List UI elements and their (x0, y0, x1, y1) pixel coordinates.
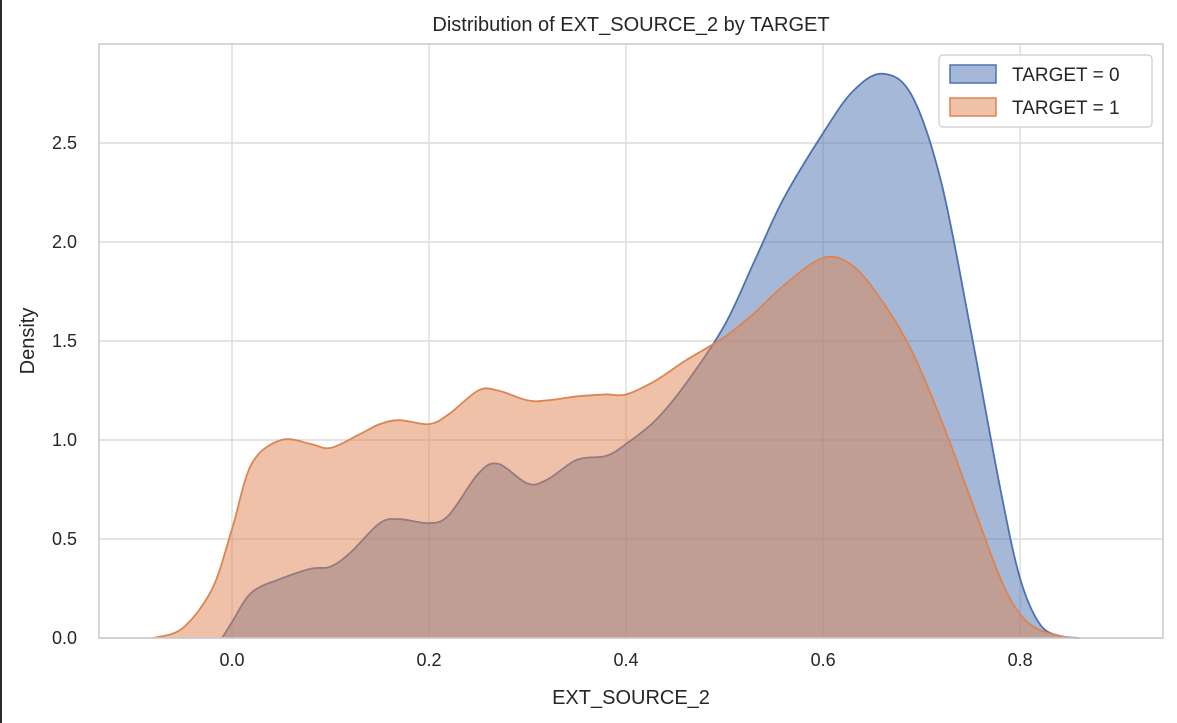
legend-swatch (949, 97, 997, 117)
y-tick-label: 0.0 (52, 628, 77, 648)
window-edge (0, 0, 2, 723)
x-tick-label: 0.2 (417, 650, 442, 670)
chart-title: Distribution of EXT_SOURCE_2 by TARGET (432, 14, 829, 36)
y-tick-label: 1.5 (52, 331, 77, 351)
legend-swatch (949, 64, 997, 84)
density-area-target-1 (153, 256, 1070, 638)
density-areas (152, 72, 1080, 639)
x-tick-label: 0.0 (219, 650, 244, 670)
x-tick-labels: 0.0 0.2 0.4 0.6 0.8 (219, 650, 1032, 670)
x-axis-label: EXT_SOURCE_2 (552, 687, 710, 709)
y-axis-label: Density (17, 308, 39, 375)
y-tick-label: 1.0 (52, 430, 77, 450)
plot-frame (98, 43, 1164, 639)
legend: TARGET = 0 TARGET = 1 (938, 54, 1153, 128)
x-tick-label: 0.6 (811, 650, 836, 670)
y-tick-labels: 0.0 0.5 1.0 1.5 2.0 2.5 (52, 133, 77, 648)
y-tick-label: 0.5 (52, 529, 77, 549)
legend-label: TARGET = 1 (1012, 98, 1120, 119)
y-tick-label: 2.0 (52, 232, 77, 252)
legend-label: TARGET = 0 (1012, 65, 1120, 86)
y-tick-label: 2.5 (52, 133, 77, 153)
x-tick-label: 0.8 (1008, 650, 1033, 670)
density-line-target-1 (152, 255, 1070, 639)
x-tick-label: 0.4 (614, 650, 639, 670)
